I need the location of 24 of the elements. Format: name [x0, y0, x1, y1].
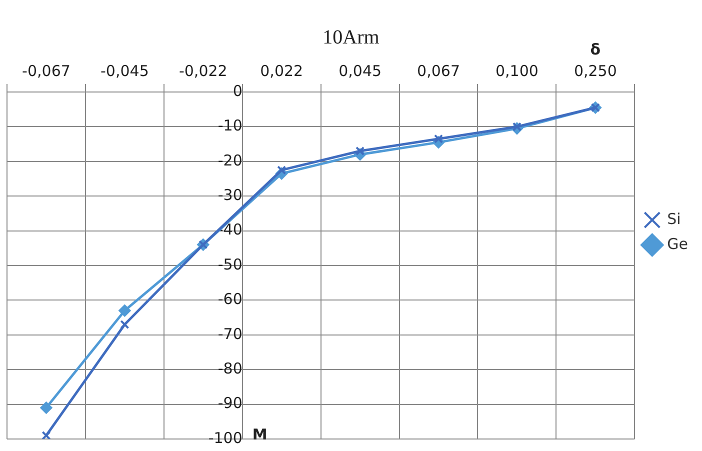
x-tick-label: 0,250 [574, 62, 617, 80]
x-tick-label: -0,067 [22, 62, 70, 80]
legend-label: Ge [667, 234, 688, 253]
x-tick-label: 0,067 [417, 62, 460, 80]
x-tick-label: -0,022 [178, 62, 228, 80]
y-tick-label: -70 [218, 324, 242, 343]
y-tick-label: 0 [232, 82, 242, 100]
y-tick-label: -20 [218, 151, 242, 170]
legend-label: Si [667, 210, 681, 228]
y-tick-label: -60 [218, 290, 242, 308]
x-tick-label: 0,045 [338, 62, 382, 80]
y-tick-label: -40 [218, 220, 242, 239]
y-tick-label: -50 [218, 255, 242, 274]
y-tick-label: -90 [218, 394, 242, 412]
y-tick-label: -10 [218, 116, 242, 135]
y-tick-label: -80 [218, 359, 242, 378]
y-axis-title: M [252, 425, 268, 444]
x-tick-label: 0,022 [260, 62, 304, 80]
y-tick-label: -100 [208, 428, 242, 447]
y-tick-label: -30 [218, 186, 242, 204]
x-tick-label: -0,045 [100, 62, 149, 80]
x-tick-label: 0,100 [495, 62, 538, 80]
x-axis-title: δ [590, 40, 601, 58]
chart-title: 10Arm [322, 26, 380, 48]
